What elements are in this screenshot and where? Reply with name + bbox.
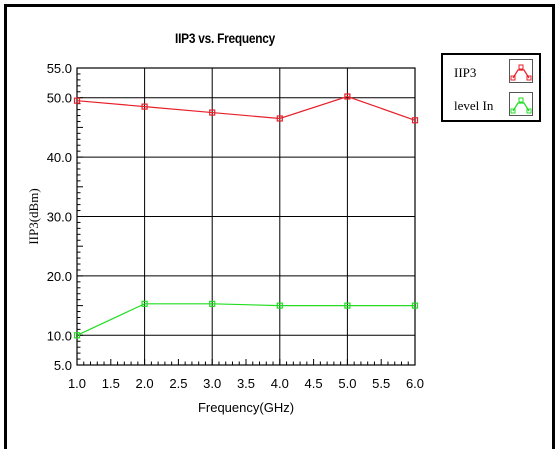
data-point-level-in [276,302,283,309]
data-point-level-in [344,302,351,309]
y-axis-label: IIP3(dBm) [26,188,41,244]
y-tick-label: 5.0 [54,358,72,373]
x-tick-label: 5.0 [338,376,356,391]
x-tick-label: 5.5 [372,376,390,391]
y-tick-label: 20.0 [47,269,72,284]
series-line-level-in [76,303,415,336]
y-tick-label: 55.0 [47,61,72,76]
data-point-level-in [209,300,216,307]
data-point-level-in [73,332,81,339]
data-point-level-in [141,300,148,307]
x-tick-label: 3.0 [203,376,221,391]
y-tick-label: 10.0 [47,328,72,343]
x-tick-label: 1.5 [102,376,120,391]
x-axis-label: Frequency(GHz) [198,400,294,415]
y-tick-label: 40.0 [47,150,72,165]
legend-item-level-in: level In [443,90,539,118]
data-point-iip3 [141,103,148,110]
data-point-iip3 [276,115,283,122]
y-tick-label: 50.0 [47,91,72,106]
legend-swatch-level-in [509,92,533,116]
x-tick-label: 3.5 [237,376,255,391]
legend-label-level-in: level In [454,98,494,113]
chart-title: IIP3 vs. Frequency [175,30,275,46]
x-tick-label: 4.0 [271,376,289,391]
x-tick-label: 4.5 [305,376,323,391]
data-point-iip3 [73,97,81,104]
y-tick-label: 30.0 [47,210,72,225]
x-tick-label: 2.5 [169,376,187,391]
data-point-iip3 [209,109,216,116]
legend-item-iip3: IIP3 [443,57,539,85]
legend-label-iip3: IIP3 [454,65,477,80]
data-point-iip3 [344,93,351,100]
legend-swatch-iip3 [509,59,533,83]
x-tick-label: 6.0 [406,376,424,391]
x-tick-label: 1.0 [68,376,86,391]
data-point-level-in [411,302,419,309]
series-line-iip3 [76,95,416,121]
x-tick-label: 2.0 [136,376,154,391]
chart-legend: IIP3 level In [441,53,541,122]
data-point-iip3 [411,117,419,124]
